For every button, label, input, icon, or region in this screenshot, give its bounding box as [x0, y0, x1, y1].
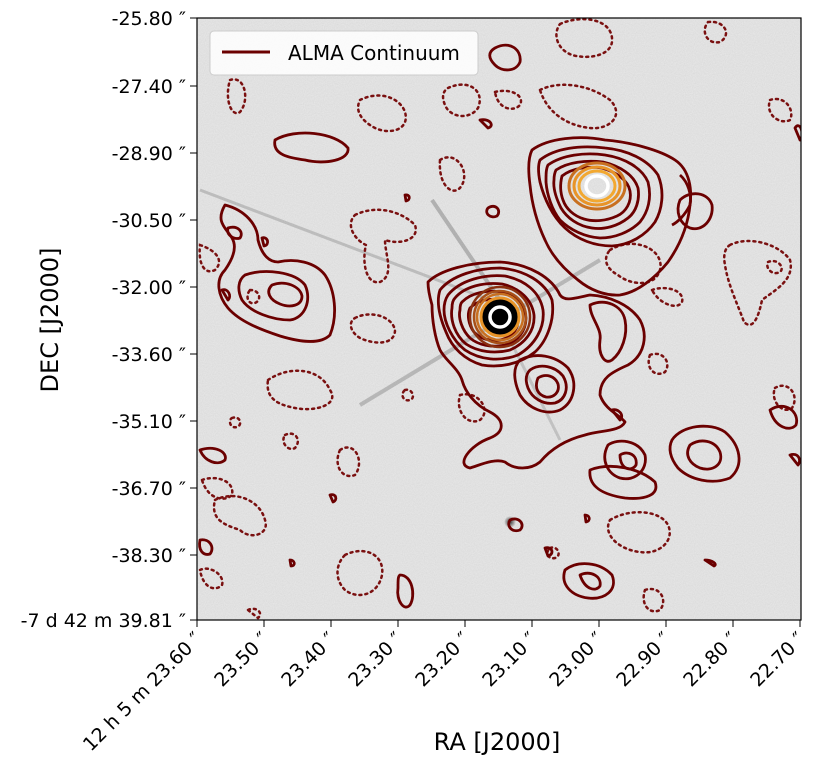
y-tick-label: -36.70 ″: [112, 478, 186, 500]
y-tick-label: -38.30 ″: [112, 545, 186, 567]
y-tick-label: -28.90 ″: [112, 143, 186, 165]
x-tick-label: 23.10 ″: [478, 628, 541, 691]
x-tick-label: 22.80 ″: [679, 628, 742, 691]
y-axis-title: DEC [J2000]: [36, 248, 64, 393]
x-tick-label: 22.70 ″: [746, 628, 809, 691]
y-tick-label: -27.40 ″: [112, 76, 186, 98]
y-tick-label: -32.00 ″: [112, 277, 186, 299]
y-tick-label: -7 d 42 m 39.81 ″: [21, 610, 186, 632]
x-tick-label: 23.30 ″: [344, 628, 407, 691]
y-tick-label: -35.10 ″: [112, 411, 186, 433]
main-source-core: [468, 285, 532, 349]
y-axis: -25.80 ″ -27.40 ″ -28.90 ″ -30.50 ″ -32.…: [21, 8, 197, 632]
legend-label: ALMA Continuum: [288, 41, 460, 65]
y-tick-label: -25.80 ″: [112, 8, 186, 30]
plot-frame: [196, 17, 802, 621]
x-tick-label: 23.40 ″: [277, 628, 340, 691]
x-tick-label: 23.00 ″: [545, 628, 608, 691]
legend: ALMA Continuum: [209, 30, 479, 76]
northern-source-core: [567, 161, 627, 211]
x-axis-title: RA [J2000]: [434, 728, 561, 756]
y-tick-label: -33.60 ″: [112, 344, 186, 366]
x-tick-label: 23.50 ″: [210, 628, 273, 691]
x-tick-label: 23.20 ″: [411, 628, 474, 691]
y-tick-label: -30.50 ″: [112, 210, 186, 232]
x-tick-label: 12 h 5 m 23.60 ″: [79, 628, 207, 756]
x-tick-label: 22.90 ″: [612, 628, 675, 691]
